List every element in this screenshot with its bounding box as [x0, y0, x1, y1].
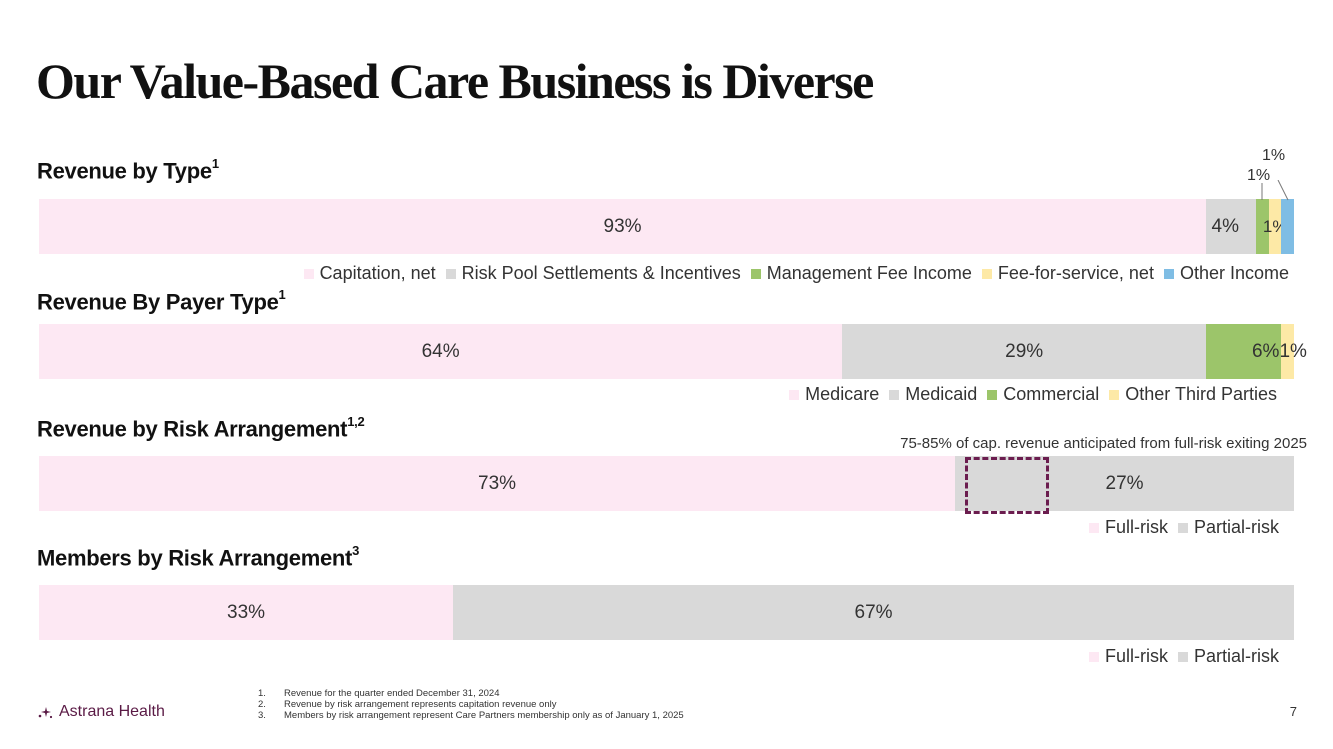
legend-label: Full-risk	[1104, 646, 1168, 666]
legend-item-other-third-parties: Other Third Parties	[1109, 384, 1277, 405]
legend-item-partial-risk: Partial-risk	[1177, 517, 1279, 538]
callout-leader-lines	[1261, 180, 1289, 201]
stacked-bar-revenue-by-risk: 73% 27%	[39, 456, 1294, 511]
bar-segment-full-risk	[39, 456, 956, 511]
callout-label-management-fee: 1%	[1247, 167, 1271, 184]
legend-label: Capitation, net	[319, 263, 436, 283]
legend-item-capitation-net: Capitation, net	[303, 263, 436, 284]
chart-title-revenue-by-type: Revenue by Type1	[37, 156, 219, 184]
legend-revenue-by-type: Capitation, net Risk Pool Settlements & I…	[303, 263, 1289, 284]
bar-segment-commercial	[1206, 324, 1282, 379]
legend-label: Commercial	[1003, 384, 1100, 404]
stacked-bar-revenue-by-type: 93% 4% 1%	[39, 199, 1294, 254]
stacked-bar-members-by-risk: 33% 67%	[39, 585, 1294, 640]
legend-item-risk-pool-settlements-incentives: Risk Pool Settlements & Incentives	[445, 263, 741, 284]
legend-swatch	[750, 268, 761, 279]
bar-segment-other-income	[1281, 199, 1294, 254]
legend-label: Full-risk	[1104, 517, 1168, 537]
bar-segment-risk-pool-settlements-incentives	[1206, 199, 1257, 254]
legend-label: Other Income	[1179, 263, 1289, 283]
legend-swatch	[981, 268, 992, 279]
legend-members-by-risk: Full-risk Partial-risk	[1088, 646, 1279, 667]
stacked-bar-revenue-by-payer: 64% 29% 6% 1%	[39, 324, 1307, 379]
legend-swatch	[1088, 522, 1099, 533]
bar-segment-capitation-net	[39, 199, 1207, 254]
logo-text: Astrana Health	[59, 703, 165, 720]
bar-segment-partial-risk	[453, 585, 1294, 640]
legend-swatch	[1177, 522, 1188, 533]
astrana-logo: Astrana Health	[37, 703, 165, 721]
legend-item-full-risk: Full-risk	[1088, 517, 1168, 538]
legend-item-management-fee-income: Management Fee Income	[750, 263, 972, 284]
full-risk-annotation: 75-85% of cap. revenue anticipated from …	[900, 435, 1307, 452]
legend-label: Partial-risk	[1193, 517, 1279, 537]
legend-label: Medicare	[805, 384, 880, 404]
legend-revenue-by-payer: Medicare Medicaid Commercial Other Third Pa…	[789, 384, 1277, 405]
footnotes: 1. Revenue for the quarter ended December…	[258, 688, 684, 721]
legend-swatch	[445, 268, 456, 279]
footnote-3: 3. Members by risk arrangement represent …	[258, 710, 684, 721]
legend-item-commercial: Commercial	[987, 384, 1099, 405]
callout-label-other-income: 1%	[1262, 147, 1286, 164]
bar-segment-management-fee-income	[1256, 199, 1269, 254]
bar-segment-fee-for-service-net	[1268, 199, 1282, 254]
chart-title-members-by-risk: Members by Risk Arrangement3	[37, 543, 360, 571]
legend-item-other-income: Other Income	[1163, 263, 1289, 284]
legend-swatch	[303, 268, 314, 279]
footnote-2: 2. Revenue by risk arrangement represents…	[258, 699, 557, 710]
legend-label: Partial-risk	[1193, 646, 1279, 666]
page-title: Our Value-Based Care Business is Diverse	[36, 53, 874, 109]
legend-label: Other Third Parties	[1125, 384, 1277, 404]
legend-item-fee-for-service-net: Fee-for-service, net	[981, 263, 1154, 284]
chart-title-revenue-by-risk: Revenue by Risk Arrangement1,2	[37, 414, 365, 442]
legend-label: Fee-for-service, net	[997, 263, 1154, 283]
legend-swatch	[1088, 651, 1099, 662]
legend-item-full-risk: Full-risk	[1088, 646, 1168, 667]
legend-swatch	[1163, 268, 1174, 279]
legend-swatch	[889, 389, 900, 400]
legend-swatch	[987, 389, 998, 400]
legend-item-medicare: Medicare	[789, 384, 879, 405]
bar-segment-other-third-parties	[1281, 324, 1294, 379]
anticipated-full-risk-dashed-box	[965, 457, 1049, 514]
legend-revenue-by-risk: Full-risk Partial-risk	[1088, 517, 1279, 538]
legend-item-partial-risk: Partial-risk	[1177, 646, 1279, 667]
leader-line-other-income	[1277, 180, 1289, 201]
legend-swatch	[1109, 389, 1120, 400]
legend-swatch	[1177, 651, 1188, 662]
page-number: 7	[1289, 704, 1297, 719]
bar-segment-medicare	[39, 324, 843, 379]
bar-segment-medicaid	[842, 324, 1207, 379]
chart-title-revenue-by-payer: Revenue By Payer Type1	[37, 287, 286, 315]
footnote-1: 1. Revenue for the quarter ended December…	[258, 688, 500, 699]
legend-label: Management Fee Income	[766, 263, 972, 283]
legend-label: Risk Pool Settlements & Incentives	[461, 263, 741, 283]
bar-segment-partial-risk	[955, 456, 1294, 511]
legend-swatch	[789, 389, 800, 400]
astrana-sparkle-icon	[38, 707, 53, 719]
legend-item-medicaid: Medicaid	[889, 384, 977, 405]
legend-label: Medicaid	[905, 384, 978, 404]
bar-segment-full-risk	[39, 585, 454, 640]
